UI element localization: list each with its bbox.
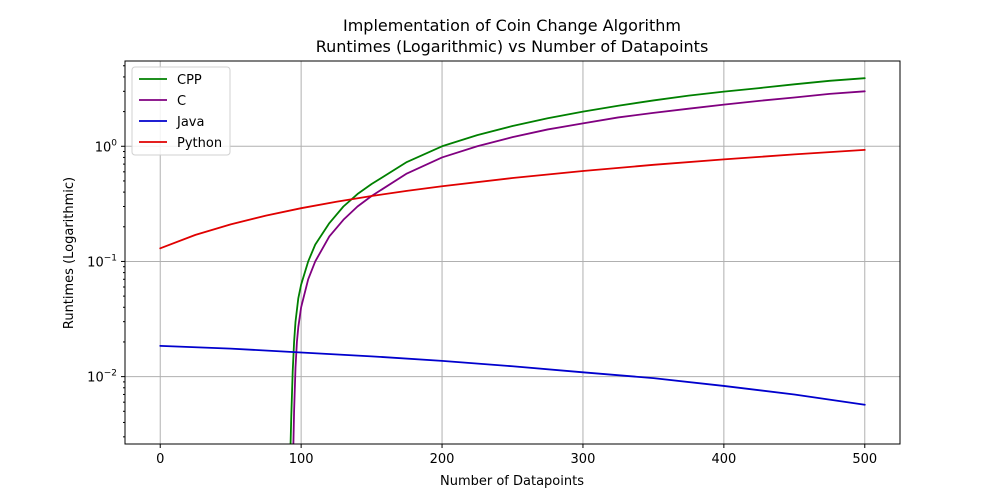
legend-label-python: Python — [177, 136, 222, 151]
y-tick-label: 100 — [95, 138, 118, 155]
x-tick-label: 200 — [430, 452, 455, 467]
series-layer — [159, 77, 866, 444]
y-axis-label: Runtimes (Logarithmic) — [62, 177, 77, 329]
y-tick-base: 10 — [87, 371, 104, 386]
y-tick-exponent: 0 — [111, 138, 117, 148]
y-tick-base: 10 — [87, 255, 104, 270]
x-tick-label: 500 — [852, 452, 877, 467]
legend-box — [131, 66, 231, 156]
y-tick-exponent: −2 — [104, 369, 117, 379]
x-tick-label: 300 — [571, 452, 596, 467]
grid — [125, 61, 900, 444]
series-line-python — [159, 148, 866, 250]
legend: CPP C Java Python — [131, 66, 231, 156]
legend-label-java: Java — [176, 115, 204, 130]
chart-title-line1: Implementation of Coin Change Algorithm — [343, 16, 681, 35]
y-tick-label: 10−2 — [87, 369, 117, 386]
series-line-cpp — [289, 77, 866, 444]
y-tick-base: 10 — [95, 140, 112, 155]
y-tick-label: 10−1 — [87, 253, 117, 270]
series-line-c — [292, 90, 866, 444]
x-tick-label: 0 — [156, 452, 164, 467]
legend-label-c: C — [177, 94, 186, 109]
x-tick-label: 100 — [289, 452, 314, 467]
legend-label-cpp: CPP — [177, 73, 202, 88]
plot-frame — [124, 60, 901, 445]
x-tick-label: 400 — [711, 452, 736, 467]
y-tick-exponent: −1 — [104, 253, 117, 263]
x-axis-label: Number of Datapoints — [440, 474, 584, 489]
chart-title-line2: Runtimes (Logarithmic) vs Number of Data… — [316, 37, 709, 56]
series-line-java — [159, 344, 866, 406]
